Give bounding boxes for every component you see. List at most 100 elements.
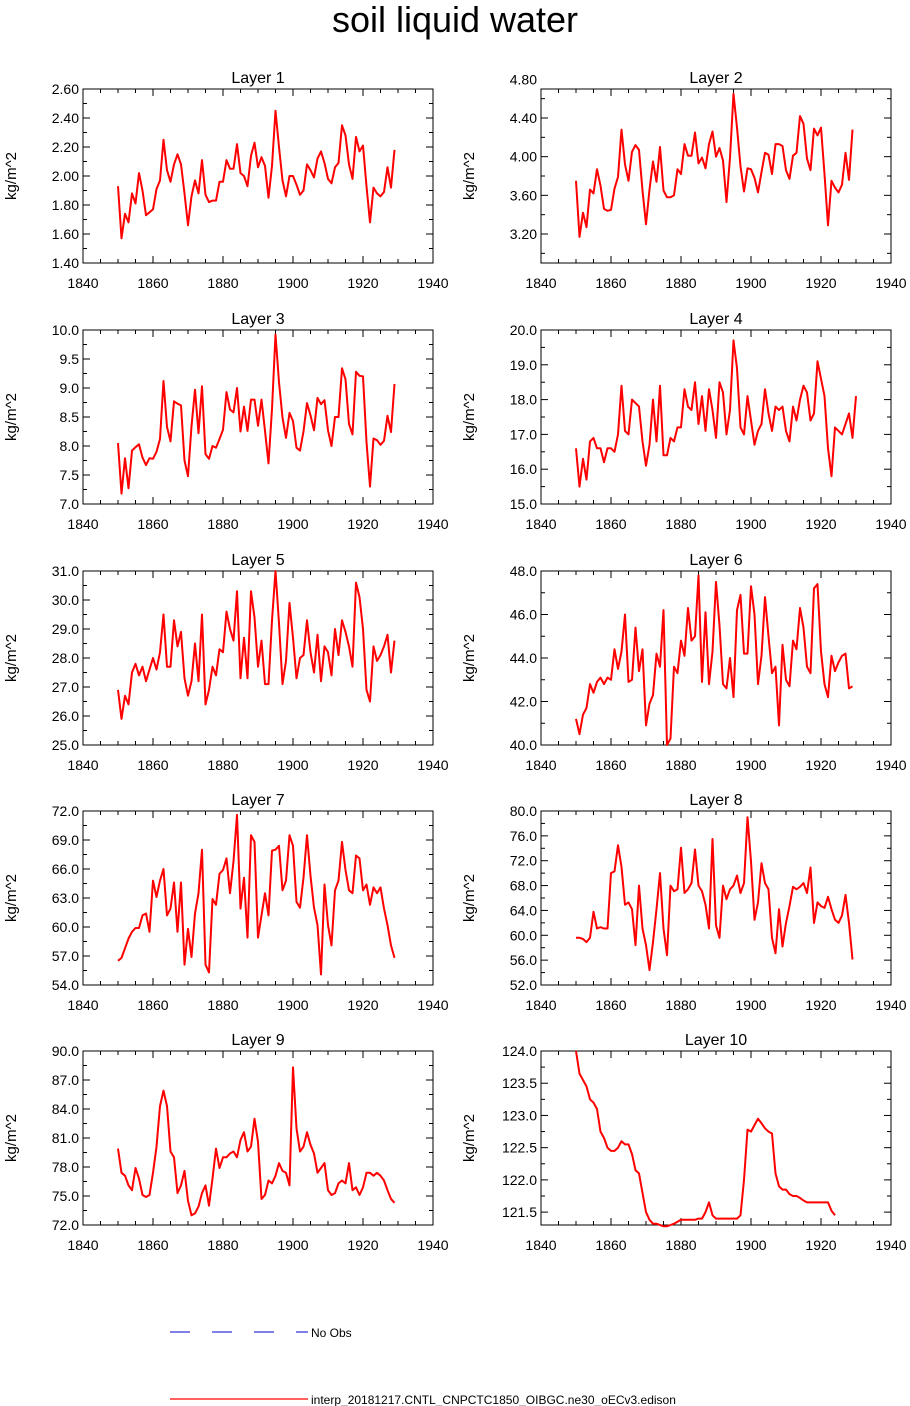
y-axis-label: kg/m^2 xyxy=(3,393,20,441)
series-line-1 xyxy=(117,570,396,720)
x-tick-label: 1860 xyxy=(595,1237,626,1253)
y-tick-label: 48.0 xyxy=(510,563,537,579)
series-line-1 xyxy=(575,339,857,488)
y-tick-label: 2.60 xyxy=(52,81,79,97)
y-tick-label: 28.0 xyxy=(52,650,79,666)
x-tick-label: 1900 xyxy=(277,997,308,1013)
x-tick-label: 1940 xyxy=(417,275,448,291)
y-tick-label: 72.0 xyxy=(52,1217,79,1233)
x-tick-label: 1860 xyxy=(137,275,168,291)
y-tick-label: 123.5 xyxy=(502,1075,537,1091)
x-tick-label: 1840 xyxy=(67,275,98,291)
x-tick-label: 1900 xyxy=(277,1237,308,1253)
y-tick-label: 20.0 xyxy=(510,322,537,338)
x-tick-label: 1940 xyxy=(875,516,906,532)
series-line-1 xyxy=(117,813,396,976)
plot-frame xyxy=(540,1050,892,1226)
series-line-1 xyxy=(575,92,854,238)
y-tick-label: 10.0 xyxy=(52,322,79,338)
y-tick-label: 26.0 xyxy=(52,708,79,724)
plot-frame xyxy=(82,810,434,986)
chart-panel-layer-7: Layer 7 kg/m^2 1840 1860 1880 1900 1920 1940 54.… xyxy=(3,792,449,1013)
chart-panel-layer-1: Layer 1 kg/m^2 1840 1860 1880 1900 1920 1940 1.4… xyxy=(3,70,449,291)
y-tick-label: 31.0 xyxy=(52,563,79,579)
x-tick-label: 1880 xyxy=(207,1237,238,1253)
y-tick-label: 60.0 xyxy=(52,919,79,935)
y-tick-label: 72.0 xyxy=(52,803,79,819)
y-tick-label: 66.0 xyxy=(52,861,79,877)
chart-title: Layer 6 xyxy=(689,552,742,569)
chart-title: Layer 4 xyxy=(689,311,742,328)
x-tick-label: 1900 xyxy=(277,516,308,532)
y-tick-label: 90.0 xyxy=(52,1043,79,1059)
y-tick-label: 63.0 xyxy=(52,890,79,906)
y-tick-label: 29.0 xyxy=(52,621,79,637)
y-tick-label: 7.0 xyxy=(60,496,80,512)
y-tick-label: 80.0 xyxy=(510,803,537,819)
x-tick-label: 1920 xyxy=(805,757,836,773)
y-tick-label: 4.80 xyxy=(510,71,537,87)
y-tick-label: 3.60 xyxy=(510,187,537,203)
y-tick-label: 2.40 xyxy=(52,110,79,126)
y-tick-label: 25.0 xyxy=(52,737,79,753)
x-tick-label: 1840 xyxy=(525,1237,556,1253)
legend-model-label: interp_20181217.CNTL_CNPCTC1850_OIBGC.ne… xyxy=(311,1393,676,1406)
x-tick-label: 1860 xyxy=(595,997,626,1013)
x-tick-label: 1920 xyxy=(347,1237,378,1253)
x-tick-label: 1920 xyxy=(347,757,378,773)
chart-panel-layer-4: Layer 4 kg/m^2 1840 1860 1880 1900 1920 1940 15.… xyxy=(461,311,907,532)
x-tick-label: 1900 xyxy=(735,516,766,532)
legend-no-obs-label: No Obs xyxy=(311,1326,352,1340)
chart-panel-layer-3: Layer 3 kg/m^2 1840 1860 1880 1900 1920 1940 7.0… xyxy=(3,311,449,532)
y-tick-label: 19.0 xyxy=(510,357,537,373)
chart-panel-layer-2: Layer 2 kg/m^2 1840 1860 1880 1900 1920 1940 3.2… xyxy=(461,70,907,291)
x-tick-label: 1900 xyxy=(277,275,308,291)
series-line-1 xyxy=(575,574,854,746)
figure-title: soil liquid water xyxy=(332,0,578,40)
y-axis-label: kg/m^2 xyxy=(3,874,20,922)
y-tick-label: 9.0 xyxy=(60,380,80,396)
chart-panel-layer-8: Layer 8 kg/m^2 1840 1860 1880 1900 1920 1940 52.… xyxy=(461,792,907,1013)
y-tick-label: 7.5 xyxy=(60,467,80,483)
y-tick-label: 123.0 xyxy=(502,1107,537,1123)
y-tick-label: 69.0 xyxy=(52,832,79,848)
x-tick-label: 1840 xyxy=(525,997,556,1013)
y-tick-label: 18.0 xyxy=(510,392,537,408)
y-tick-label: 8.5 xyxy=(60,409,80,425)
x-tick-label: 1840 xyxy=(67,997,98,1013)
series-line-1 xyxy=(117,109,396,240)
chart-title: Layer 3 xyxy=(231,311,284,328)
series-line-1 xyxy=(117,333,396,495)
y-tick-label: 4.40 xyxy=(510,110,537,126)
chart-panel-layer-6: Layer 6 kg/m^2 1840 1860 1880 1900 1920 1940 40.… xyxy=(461,552,907,773)
y-tick-label: 121.5 xyxy=(502,1204,537,1220)
x-tick-label: 1920 xyxy=(347,997,378,1013)
x-tick-label: 1920 xyxy=(805,275,836,291)
x-tick-label: 1900 xyxy=(735,1237,766,1253)
y-tick-label: 75.0 xyxy=(52,1188,79,1204)
y-tick-label: 76.0 xyxy=(510,828,537,844)
x-tick-label: 1940 xyxy=(875,997,906,1013)
plot-frame xyxy=(540,88,892,264)
y-tick-label: 9.5 xyxy=(60,351,80,367)
y-tick-label: 2.20 xyxy=(52,139,79,155)
x-tick-label: 1900 xyxy=(735,997,766,1013)
y-tick-label: 17.0 xyxy=(510,426,537,442)
y-tick-label: 72.0 xyxy=(510,853,537,869)
x-tick-label: 1860 xyxy=(137,1237,168,1253)
x-tick-label: 1840 xyxy=(525,516,556,532)
y-tick-label: 54.0 xyxy=(52,977,79,993)
x-tick-label: 1880 xyxy=(665,1237,696,1253)
x-tick-label: 1900 xyxy=(735,275,766,291)
y-tick-label: 81.0 xyxy=(52,1130,79,1146)
y-tick-label: 64.0 xyxy=(510,902,537,918)
x-tick-label: 1880 xyxy=(665,757,696,773)
x-tick-label: 1880 xyxy=(207,516,238,532)
x-tick-label: 1880 xyxy=(665,516,696,532)
x-tick-label: 1940 xyxy=(417,1237,448,1253)
y-tick-label: 1.80 xyxy=(52,197,79,213)
x-tick-label: 1920 xyxy=(347,275,378,291)
x-tick-label: 1880 xyxy=(207,757,238,773)
y-tick-label: 8.0 xyxy=(60,438,80,454)
chart-title: Layer 10 xyxy=(685,1032,747,1049)
